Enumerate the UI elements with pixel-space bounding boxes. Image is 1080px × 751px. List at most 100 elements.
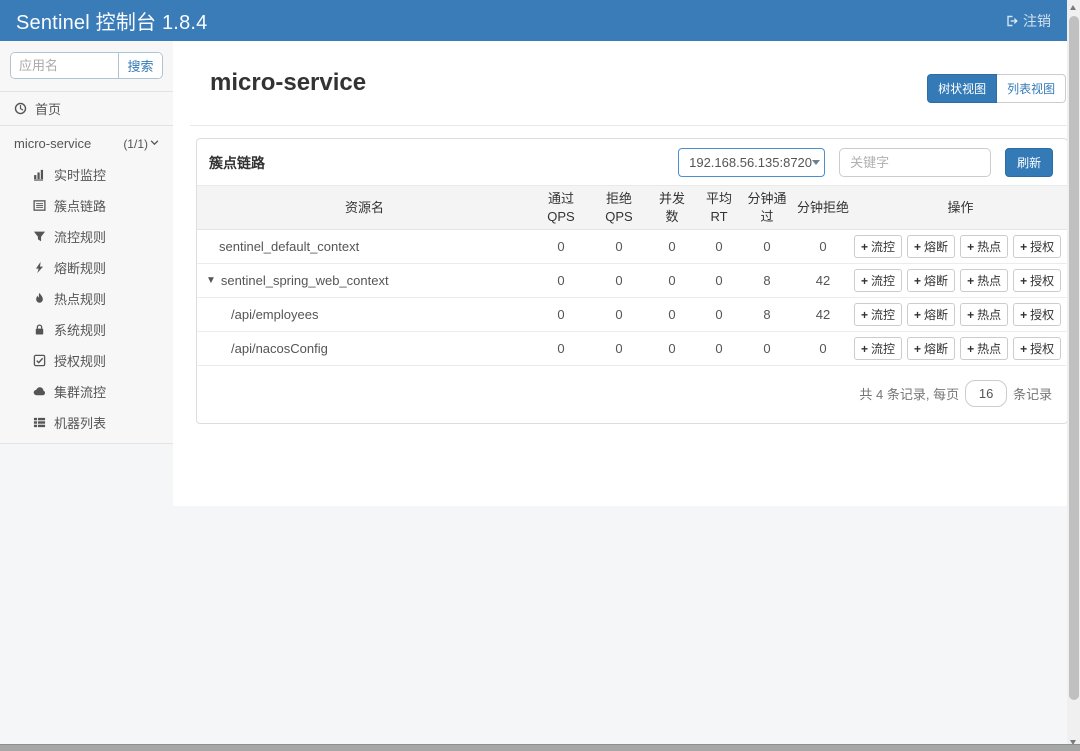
minute-block: 42	[815, 307, 831, 323]
avg-rt: 0	[715, 273, 723, 289]
bolt-icon	[33, 261, 46, 274]
keyword-input[interactable]	[839, 148, 992, 177]
plus-icon: +	[914, 341, 922, 356]
add-degrade-rule-button[interactable]: + 熔断	[907, 235, 956, 259]
menu-label: 热点规则	[54, 292, 107, 307]
add-hotspot-rule-button[interactable]: + 热点	[960, 303, 1009, 327]
add-auth-rule-button[interactable]: + 授权	[1013, 337, 1062, 361]
app-search-row: 搜索	[0, 41, 173, 92]
table-row: sentinel_default_context 0 0 0 0 0 0 + 流控…	[197, 230, 1068, 265]
add-auth-rule-button[interactable]: + 授权	[1013, 303, 1062, 327]
sidebar-item-degrade-rules[interactable]: 熔断规则	[0, 252, 173, 283]
minute-pass: 8	[763, 273, 771, 289]
machine-select[interactable]: 192.168.56.135:8720	[678, 148, 826, 177]
app-search-button[interactable]: 搜索	[118, 53, 162, 78]
plus-icon: +	[861, 239, 869, 254]
sidebar-item-cluster-flow[interactable]: 集群流控	[0, 376, 173, 407]
block-qps: 0	[615, 341, 623, 357]
menu-label: 集群流控	[54, 385, 107, 400]
plus-icon: +	[1020, 273, 1028, 288]
sidebar-item-home[interactable]: 首页	[0, 92, 173, 126]
app-search-input[interactable]	[11, 53, 118, 78]
plus-icon: +	[1020, 341, 1028, 356]
add-degrade-rule-button[interactable]: + 熔断	[907, 337, 956, 361]
sidebar-item-machine-list[interactable]: 机器列表	[0, 407, 173, 438]
sidebar-item-system-rules[interactable]: 系统规则	[0, 314, 173, 345]
add-hotspot-rule-button[interactable]: + 热点	[960, 269, 1009, 293]
expand-caret-icon[interactable]: ▼	[206, 275, 216, 287]
menu-label: 授权规则	[54, 354, 107, 369]
col-minute-block: 分钟拒绝	[796, 199, 849, 215]
sidebar-item-auth-rules[interactable]: 授权规则	[0, 345, 173, 376]
table-row: /api/employees 0 0 0 0 8 42 + 流控 + 熔断 + 热点 …	[197, 298, 1068, 333]
th-list-icon	[33, 416, 46, 429]
add-degrade-rule-button[interactable]: + 熔断	[907, 303, 956, 327]
threads: 0	[668, 341, 676, 357]
threads: 0	[668, 273, 676, 289]
plus-icon: +	[861, 273, 869, 288]
add-degrade-rule-button[interactable]: + 熔断	[907, 269, 956, 293]
avg-rt: 0	[715, 239, 723, 255]
refresh-button[interactable]: 刷新	[1005, 148, 1054, 177]
col-avg-rt: 平均RT	[705, 191, 732, 224]
app-machine-count: (1/1)	[123, 136, 148, 151]
plus-icon: +	[967, 341, 975, 356]
col-block-qps: 拒绝QPS	[605, 191, 633, 224]
sidebar-item-realtime-monitor[interactable]: 实时监控	[0, 159, 173, 190]
panel-title: 簇点链路	[209, 154, 265, 171]
horizontal-scrollbar[interactable]	[0, 744, 1080, 751]
sidebar-item-flow-rules[interactable]: 流控规则	[0, 221, 173, 252]
menu-label: 实时监控	[54, 168, 107, 183]
col-minute-pass: 分钟通过	[747, 191, 787, 224]
fire-icon	[33, 292, 46, 305]
minute-block: 42	[815, 273, 831, 289]
col-threads: 并发数	[658, 191, 685, 224]
logout-button[interactable]: 注销	[1005, 11, 1051, 31]
pass-qps: 0	[557, 307, 565, 323]
check-square-icon	[33, 354, 46, 367]
sidebar-item-cluster-link[interactable]: 簇点链路	[0, 190, 173, 221]
list-alt-icon	[33, 199, 46, 212]
sidebar-item-hotspot-rules[interactable]: 热点规则	[0, 283, 173, 314]
sidebar-menu: 实时监控 簇点链路 流控规则 熔断规则	[0, 157, 173, 444]
pagination: 共 4 条记录, 每页 条记录	[197, 366, 1067, 423]
minute-block: 0	[819, 239, 827, 255]
plus-icon: +	[1020, 239, 1028, 254]
scroll-up-arrow-icon[interactable]	[1070, 5, 1076, 10]
threads: 0	[668, 239, 676, 255]
main-content: micro-service 树状视图 列表视图 簇点链路 192.168.56.…	[173, 41, 1080, 506]
list-view-button[interactable]: 列表视图	[997, 74, 1067, 103]
scroll-down-arrow-icon[interactable]	[1070, 740, 1076, 745]
record-count-suffix: 条记录	[1013, 387, 1053, 403]
record-count-text: 共 4 条记录, 每页	[859, 387, 960, 403]
block-qps: 0	[615, 273, 623, 289]
add-flow-rule-button[interactable]: + 流控	[854, 303, 903, 327]
sidebar-app-micro-service[interactable]: micro-service (1/1)	[0, 126, 173, 157]
tree-view-button[interactable]: 树状视图	[927, 74, 998, 103]
add-flow-rule-button[interactable]: + 流控	[854, 337, 903, 361]
chevron-down-icon	[150, 137, 159, 147]
add-flow-rule-button[interactable]: + 流控	[854, 235, 903, 259]
col-actions: 操作	[947, 199, 974, 215]
col-resource: 资源名	[344, 199, 384, 215]
menu-label: 机器列表	[54, 416, 107, 431]
minute-block: 0	[819, 341, 827, 357]
table-header: 资源名 通过QPS 拒绝QPS 并发数 平均RT 分钟通过 分钟拒绝 操作	[197, 185, 1068, 231]
menu-label: 熔断规则	[54, 261, 107, 276]
clock-icon	[14, 102, 27, 115]
add-hotspot-rule-button[interactable]: + 热点	[960, 235, 1009, 259]
page-size-input[interactable]	[965, 380, 1008, 408]
add-flow-rule-button[interactable]: + 流控	[854, 269, 903, 293]
sign-out-icon	[1005, 14, 1019, 28]
add-auth-rule-button[interactable]: + 授权	[1013, 269, 1062, 293]
vertical-scrollbar-thumb[interactable]	[1068, 16, 1079, 700]
block-qps: 0	[615, 307, 623, 323]
add-auth-rule-button[interactable]: + 授权	[1013, 235, 1062, 259]
vertical-scrollbar[interactable]	[1067, 0, 1080, 751]
plus-icon: +	[1020, 307, 1028, 322]
cluster-link-panel: 簇点链路 192.168.56.135:8720 刷新 资源名 通过QPS 拒绝…	[196, 138, 1069, 425]
caret-down-icon	[812, 160, 821, 165]
plus-icon: +	[967, 307, 975, 322]
add-hotspot-rule-button[interactable]: + 热点	[960, 337, 1009, 361]
plus-icon: +	[914, 307, 922, 322]
